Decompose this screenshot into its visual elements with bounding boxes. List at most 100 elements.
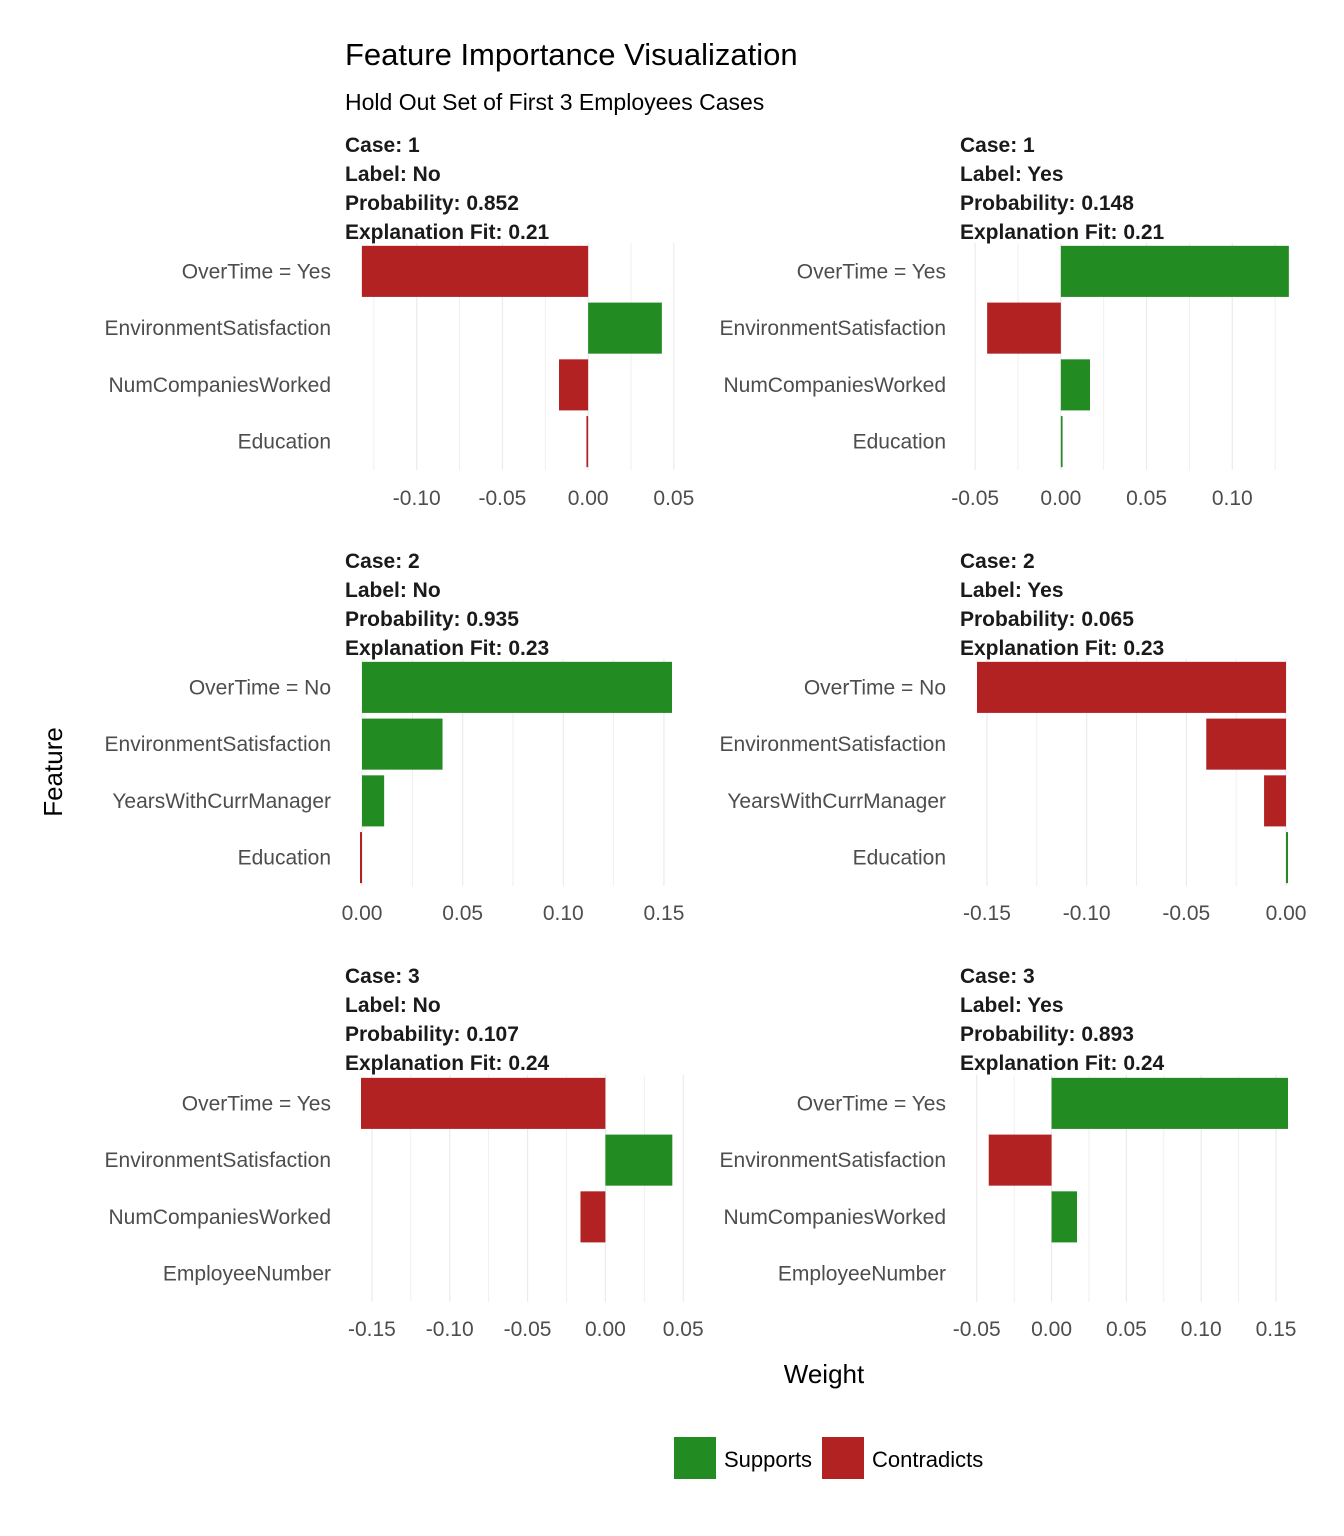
y-tick-label: YearsWithCurrManager bbox=[727, 790, 946, 813]
panel-header-line: Case: 2 bbox=[345, 550, 420, 573]
bar-environmentsatisfaction bbox=[362, 718, 443, 770]
panel-case-3-yes: Case: 3 Label: Yes Probability: 0.893 Expla… bbox=[720, 965, 1297, 1341]
x-tick-label: 0.05 bbox=[653, 487, 694, 510]
y-tick-label: OverTime = No bbox=[189, 676, 331, 699]
x-tick-label: -0.10 bbox=[393, 487, 441, 510]
y-tick-label: OverTime = Yes bbox=[797, 260, 946, 283]
bar-overtime-yes bbox=[361, 245, 589, 297]
panel-case-1-yes: Case: 1 Label: Yes Probability: 0.148 Expla… bbox=[720, 134, 1289, 510]
x-tick-label: 0.00 bbox=[1031, 1318, 1072, 1341]
panel-case-2-no: Case: 2 Label: No Probability: 0.935 Explan… bbox=[105, 550, 685, 925]
x-tick-label: 0.10 bbox=[543, 902, 584, 925]
x-tick-label: -0.15 bbox=[348, 1318, 396, 1341]
bar-overtime-yes bbox=[1051, 1077, 1288, 1129]
panel-header-line: Case: 3 bbox=[960, 965, 1035, 988]
y-tick-label: OverTime = Yes bbox=[182, 1092, 331, 1115]
x-tick-label: 0.00 bbox=[342, 902, 383, 925]
y-tick-label: OverTime = No bbox=[804, 676, 946, 699]
y-tick-label: EnvironmentSatisfaction bbox=[720, 1149, 946, 1172]
y-tick-label: NumCompaniesWorked bbox=[108, 374, 331, 397]
x-tick-label: 0.05 bbox=[1106, 1318, 1147, 1341]
panel-case-2-yes: Case: 2 Label: Yes Probability: 0.065 Expla… bbox=[720, 550, 1307, 925]
y-tick-label: NumCompaniesWorked bbox=[723, 374, 946, 397]
panel-header-line: Case: 1 bbox=[345, 134, 420, 157]
panel-case-3-no: Case: 3 Label: No Probability: 0.107 Explan… bbox=[105, 965, 704, 1341]
bar-numcompaniesworked bbox=[559, 359, 589, 411]
bar-numcompaniesworked bbox=[580, 1191, 606, 1243]
legend-key-contradicts bbox=[822, 1437, 864, 1479]
y-tick-label: EnvironmentSatisfaction bbox=[720, 317, 946, 340]
panel-header-line: Probability: 0.107 bbox=[345, 1023, 519, 1046]
x-tick-label: 0.00 bbox=[1266, 902, 1307, 925]
panel-header-line: Case: 2 bbox=[960, 550, 1035, 573]
panel-header-line: Explanation Fit: 0.21 bbox=[960, 221, 1165, 244]
bar-environmentsatisfaction bbox=[605, 1134, 673, 1186]
y-tick-label: NumCompaniesWorked bbox=[108, 1206, 331, 1229]
legend-label-contradicts: Contradicts bbox=[872, 1447, 983, 1472]
bar-numcompaniesworked bbox=[1051, 1191, 1078, 1243]
bar-environmentsatisfaction bbox=[1206, 718, 1287, 770]
panel-header-line: Explanation Fit: 0.21 bbox=[345, 221, 550, 244]
x-tick-label: 0.15 bbox=[1256, 1318, 1297, 1341]
y-tick-label: OverTime = Yes bbox=[182, 260, 331, 283]
y-tick-label: YearsWithCurrManager bbox=[112, 790, 331, 813]
panel-header-line: Probability: 0.935 bbox=[345, 608, 519, 631]
panel-header-line: Probability: 0.893 bbox=[960, 1023, 1134, 1046]
x-tick-label: -0.05 bbox=[953, 1318, 1001, 1341]
panel-header-line: Label: Yes bbox=[960, 994, 1064, 1017]
y-tick-label: EmployeeNumber bbox=[163, 1263, 331, 1286]
x-tick-label: -0.05 bbox=[951, 487, 999, 510]
x-tick-label: 0.00 bbox=[568, 487, 609, 510]
y-tick-label: Education bbox=[853, 431, 946, 454]
bar-numcompaniesworked bbox=[1060, 359, 1090, 411]
x-tick-label: 0.15 bbox=[644, 902, 685, 925]
panel-header-line: Probability: 0.852 bbox=[345, 192, 519, 215]
y-tick-label: Education bbox=[238, 847, 331, 870]
panel-header-line: Explanation Fit: 0.24 bbox=[960, 1052, 1165, 1075]
bar-education bbox=[1060, 416, 1063, 468]
bar-overtime-yes bbox=[361, 1077, 606, 1129]
y-tick-label: EmployeeNumber bbox=[778, 1263, 946, 1286]
legend: Supports Contradicts bbox=[674, 1437, 983, 1479]
bar-overtime-no bbox=[976, 661, 1287, 713]
panel-header-line: Explanation Fit: 0.23 bbox=[345, 637, 549, 660]
x-tick-label: 0.05 bbox=[1126, 487, 1167, 510]
x-tick-label: 0.10 bbox=[1212, 487, 1253, 510]
y-tick-label: NumCompaniesWorked bbox=[723, 1206, 946, 1229]
panel-header-line: Explanation Fit: 0.24 bbox=[345, 1052, 550, 1075]
x-tick-label: -0.10 bbox=[426, 1318, 474, 1341]
x-tick-label: -0.05 bbox=[504, 1318, 552, 1341]
chart-title: Feature Importance Visualization bbox=[345, 37, 798, 72]
y-axis-title: Feature bbox=[38, 727, 68, 817]
panel-header-line: Label: No bbox=[345, 579, 441, 602]
bar-education bbox=[586, 416, 589, 468]
panel-header-line: Explanation Fit: 0.23 bbox=[960, 637, 1164, 660]
bar-yearswithcurrmanager bbox=[362, 775, 385, 827]
bar-education bbox=[359, 832, 363, 884]
y-tick-label: EnvironmentSatisfaction bbox=[720, 733, 946, 756]
bar-environmentsatisfaction bbox=[987, 302, 1061, 354]
bar-overtime-yes bbox=[1060, 245, 1289, 297]
panel-header-line: Label: Yes bbox=[960, 163, 1064, 186]
y-tick-label: EnvironmentSatisfaction bbox=[105, 733, 331, 756]
panel-header-line: Probability: 0.148 bbox=[960, 192, 1134, 215]
x-tick-label: 0.05 bbox=[442, 902, 483, 925]
panel-case-1-no: Case: 1 Label: No Probability: 0.852 Explan… bbox=[105, 134, 695, 510]
y-tick-label: OverTime = Yes bbox=[797, 1092, 946, 1115]
panel-header-line: Probability: 0.065 bbox=[960, 608, 1134, 631]
bar-overtime-no bbox=[362, 661, 672, 713]
legend-key-supports bbox=[674, 1437, 716, 1479]
chart-subtitle: Hold Out Set of First 3 Employees Cases bbox=[345, 89, 764, 115]
x-tick-label: 0.00 bbox=[585, 1318, 626, 1341]
panel-header-line: Case: 3 bbox=[345, 965, 420, 988]
panel-header-line: Case: 1 bbox=[960, 134, 1035, 157]
bar-education bbox=[1286, 832, 1288, 884]
bar-yearswithcurrmanager bbox=[1264, 775, 1287, 827]
facet-panels: Case: 1 Label: No Probability: 0.852 Explan… bbox=[105, 134, 1307, 1341]
x-tick-label: 0.05 bbox=[663, 1318, 704, 1341]
y-tick-label: Education bbox=[238, 431, 331, 454]
y-tick-label: EnvironmentSatisfaction bbox=[105, 317, 331, 340]
x-tick-label: 0.00 bbox=[1040, 487, 1081, 510]
legend-label-supports: Supports bbox=[724, 1447, 812, 1472]
